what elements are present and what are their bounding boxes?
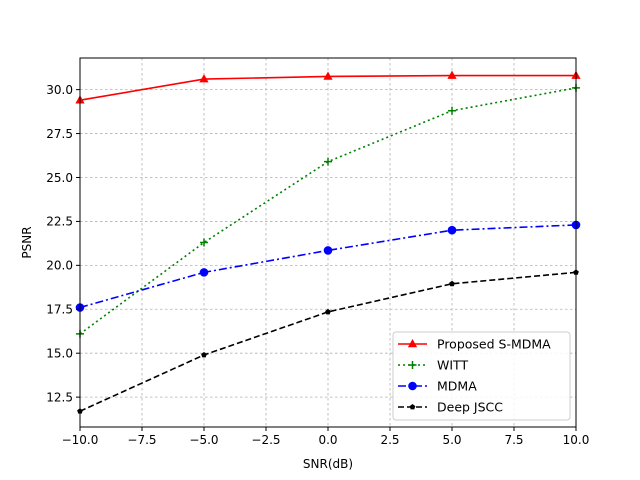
legend-item-deep-jscc: Deep JSCC: [398, 400, 503, 415]
x-axis-label: SNR(dB): [303, 457, 353, 471]
data-point-mdma: [447, 225, 457, 235]
x-tick-label: −7.5: [127, 433, 156, 447]
series-layer: [75, 70, 581, 414]
series-line-mdma: [79, 224, 577, 309]
series-line-deep-jscc: [79, 271, 577, 412]
x-tick-label: −10.0: [62, 433, 99, 447]
y-axis-label: PSNR: [20, 226, 34, 258]
legend-label-witt: WITT: [437, 358, 468, 373]
legend-marker-deep-jscc: [409, 404, 416, 410]
y-tick-label: 17.5: [46, 303, 73, 317]
legend-marker-mdma: [408, 381, 417, 391]
data-point-proposed-s-mdma: [447, 70, 457, 79]
legend-label-deep-jscc: Deep JSCC: [437, 400, 503, 415]
legend-marker-proposed-s-mdma: [407, 339, 418, 348]
y-tick-label: 27.5: [46, 127, 73, 141]
data-point-deep-jscc: [325, 308, 331, 315]
data-point-mdma: [323, 246, 333, 255]
y-tick-label: 30.0: [46, 83, 73, 97]
y-tick-label: 15.0: [46, 347, 73, 361]
x-tick-label: −5.0: [189, 433, 218, 447]
y-tick-label: 20.0: [46, 259, 73, 273]
legend-item-witt: WITT: [398, 358, 468, 373]
data-point-deep-jscc: [449, 280, 455, 287]
data-point-witt: [448, 106, 456, 115]
y-tick-label: 12.5: [46, 390, 73, 404]
data-point-witt: [324, 157, 332, 166]
legend-label-mdma: MDMA: [437, 379, 477, 394]
data-point-deep-jscc: [201, 351, 207, 358]
legend: Proposed S-MDMA WITT MDMA Deep JSCC: [392, 331, 571, 421]
data-point-mdma: [199, 268, 209, 277]
x-tick-label: 7.5: [504, 433, 523, 447]
data-point-witt: [200, 238, 208, 247]
y-tick-label: 22.5: [46, 215, 73, 229]
x-tick-label: 5.0: [442, 433, 461, 447]
legend-marker-witt: [408, 361, 417, 369]
legend-label-proposed-s-mdma: Proposed S-MDMA: [437, 337, 551, 352]
legend-item-proposed-s-mdma: Proposed S-MDMA: [398, 337, 551, 352]
legend-item-mdma: MDMA: [398, 379, 477, 394]
legend-box: [392, 331, 571, 421]
x-tick-label: 2.5: [380, 433, 399, 447]
ticks: −10.0 −7.5 −5.0 −2.5 0.0 2.5 5.0 7.5 10.0 12.5 15.…: [46, 83, 589, 447]
y-tick-label: 25.0: [46, 171, 73, 185]
x-tick-label: 10.0: [563, 433, 590, 447]
x-tick-label: −2.5: [251, 433, 280, 447]
data-point-proposed-s-mdma: [199, 74, 209, 83]
data-point-proposed-s-mdma: [323, 71, 333, 80]
x-tick-label: 0.0: [318, 433, 337, 447]
